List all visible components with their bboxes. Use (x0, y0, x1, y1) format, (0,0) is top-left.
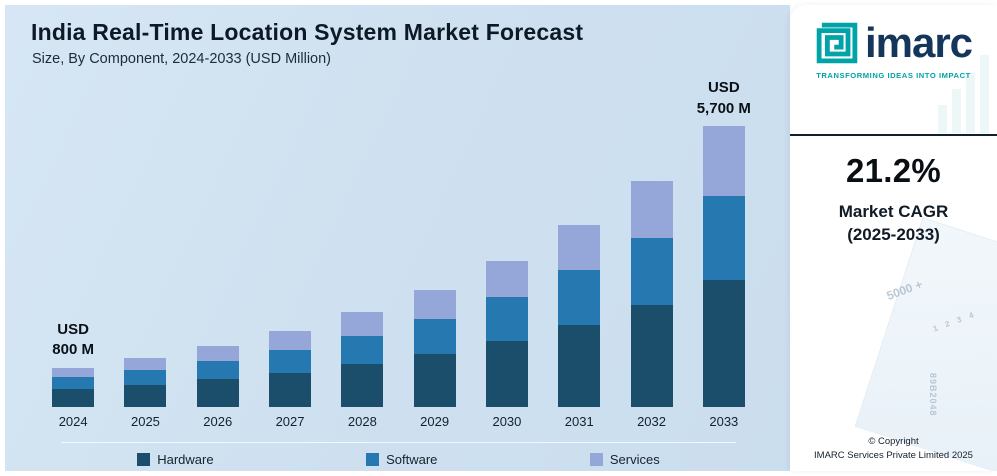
bar-segment-hardware-2024 (52, 389, 95, 407)
copyright-line2: IMARC Services Private Limited 2025 (814, 450, 973, 462)
page-title: India Real-Time Location System Market F… (31, 19, 584, 45)
bar-segment-software-2024 (52, 377, 95, 390)
x-axis-labels: 2024 2025 2026 2027 2028 2029 2030 2031 2032 2033 (31, 414, 766, 429)
legend-swatch-software (366, 453, 380, 466)
bar-2033: USD 5,700 M (688, 79, 760, 407)
imarc-logo-icon (816, 22, 858, 64)
bar-2026 (182, 111, 254, 407)
x-label-2025: 2025 (130, 414, 160, 429)
bar-segment-software-2027 (269, 350, 312, 373)
x-label-2031: 2031 (564, 414, 594, 429)
bar-segment-software-2031 (558, 270, 601, 326)
x-label-2033: 2033 (709, 414, 739, 429)
bar-segment-services-2027 (269, 331, 312, 351)
bar-segment-services-2025 (124, 357, 167, 370)
cagr-period: (2025-2033) (847, 225, 940, 244)
bar-segment-software-2030 (485, 297, 528, 342)
value-annotation-2024: USD 800 M (52, 321, 94, 359)
legend-item-services: Services (589, 452, 660, 467)
bar-segment-software-2032 (630, 237, 673, 306)
x-label-2030: 2030 (492, 414, 522, 429)
x-label-2024: 2024 (58, 414, 88, 429)
bar-segment-hardware-2028 (341, 364, 384, 407)
x-label-2028: 2028 (347, 414, 377, 429)
bar-2024: USD 800 M (37, 111, 109, 407)
bar-segment-software-2033 (702, 196, 745, 281)
bar-segment-hardware-2026 (196, 379, 239, 407)
bar-2027 (254, 111, 326, 407)
cagr-label: Market CAGR (838, 202, 949, 221)
bar-segment-hardware-2029 (413, 354, 456, 407)
copyright-line1: © Copyright (868, 435, 919, 447)
bar-segment-services-2031 (558, 224, 601, 271)
copyright: © Copyright IMARC Services Private Limit… (790, 435, 997, 464)
stacked-bar-plot-area: USD 800 M USD 5,700 M (31, 79, 766, 407)
bar-2031 (543, 111, 615, 407)
bar-segment-services-2033 (702, 125, 745, 197)
brand-panel: 5000 + 1 2 3 4 89B2048 imarc TRANSFORMIN… (790, 5, 997, 471)
bar-segment-software-2025 (124, 370, 167, 385)
bar-segment-services-2024 (52, 367, 95, 378)
bar-segment-hardware-2033 (702, 280, 745, 407)
legend-item-software: Software (366, 452, 437, 467)
bar-2032 (615, 111, 687, 407)
legend-swatch-services (589, 453, 603, 466)
bar-segment-software-2029 (413, 318, 456, 355)
bar-segment-services-2030 (485, 260, 528, 298)
bar-segment-software-2026 (196, 361, 239, 380)
x-label-2032: 2032 (637, 414, 666, 429)
bar-segment-services-2029 (413, 289, 456, 319)
bar-segment-hardware-2031 (558, 325, 601, 407)
bar-segment-services-2026 (196, 345, 239, 362)
brand-name: imarc (864, 19, 973, 66)
bar-segment-software-2028 (341, 335, 384, 365)
value-annotation-2033: USD 5,700 M (696, 79, 751, 117)
divider (790, 134, 997, 136)
legend-label-software: Software (386, 452, 438, 467)
bar-segment-hardware-2025 (124, 384, 167, 407)
bar-2025 (109, 111, 181, 407)
bar-segment-hardware-2032 (630, 305, 673, 407)
brand-tagline: TRANSFORMING IDEAS INTO IMPACT (816, 71, 971, 80)
x-label-2026: 2026 (203, 414, 233, 429)
chart-panel: India Real-Time Location System Market F… (5, 5, 790, 471)
bar-2030 (471, 111, 543, 407)
chart-legend: Hardware Software Services (61, 442, 736, 467)
bar-segment-hardware-2027 (269, 372, 312, 407)
legend-swatch-hardware (137, 453, 151, 466)
bar-segment-hardware-2030 (485, 341, 528, 407)
bar-segment-services-2032 (630, 181, 673, 238)
legend-item-hardware: Hardware (137, 452, 214, 467)
x-label-2029: 2029 (420, 414, 450, 429)
bar-segment-services-2028 (341, 312, 384, 336)
legend-label-services: Services (609, 452, 660, 467)
imarc-logo: imarc TRANSFORMING IDEAS INTO IMPACT (790, 5, 997, 81)
cagr-value: 21.2% (845, 152, 942, 189)
bar-2029 (398, 111, 470, 407)
page-subtitle: Size, By Component, 2024-2033 (USD Milli… (32, 51, 331, 67)
bar-2028 (326, 111, 398, 407)
x-label-2027: 2027 (275, 414, 305, 429)
legend-label-hardware: Hardware (157, 452, 214, 467)
